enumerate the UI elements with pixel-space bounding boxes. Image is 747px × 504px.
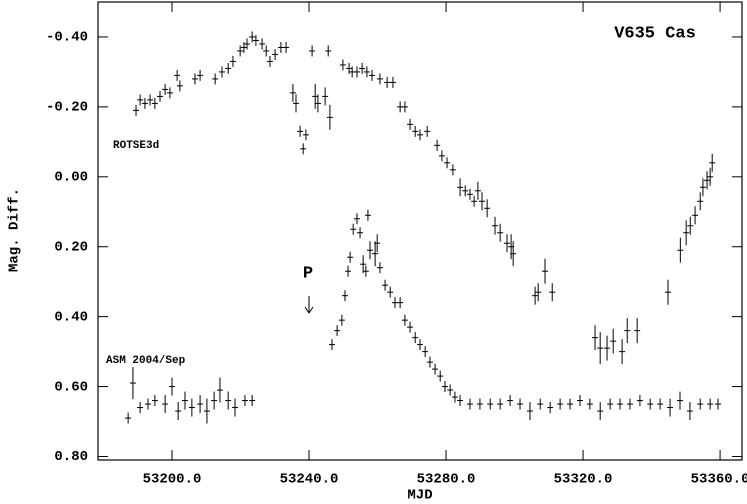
annotation: P — [303, 264, 313, 283]
y-tick-label: 0.40 — [54, 309, 88, 325]
y-tick-label: -0.20 — [46, 100, 88, 116]
x-axis-label: MJD — [407, 488, 432, 504]
series-label: ASM 2004/Sep — [106, 355, 186, 367]
y-tick-label: 0.80 — [54, 449, 88, 465]
x-tick-label: 53360.0 — [691, 472, 747, 488]
annotation-arrow — [304, 296, 314, 314]
y-tick-label: 0.60 — [54, 379, 88, 395]
x-tick-label: 53200.0 — [143, 472, 202, 488]
plot-frame — [97, 1, 743, 461]
y-tick-label: 0.20 — [54, 239, 88, 255]
chart-title: V635 Cas — [614, 24, 696, 43]
x-tick-label: 53320.0 — [554, 472, 613, 488]
y-axis-label: Mag. Diff. — [7, 188, 23, 272]
y-tick-label: 0.00 — [54, 170, 88, 186]
x-tick-label: 53280.0 — [417, 472, 476, 488]
series-label: ROTSE3d — [113, 140, 159, 152]
y-tick-label: -0.40 — [46, 30, 88, 46]
x-tick-label: 53240.0 — [280, 472, 339, 488]
